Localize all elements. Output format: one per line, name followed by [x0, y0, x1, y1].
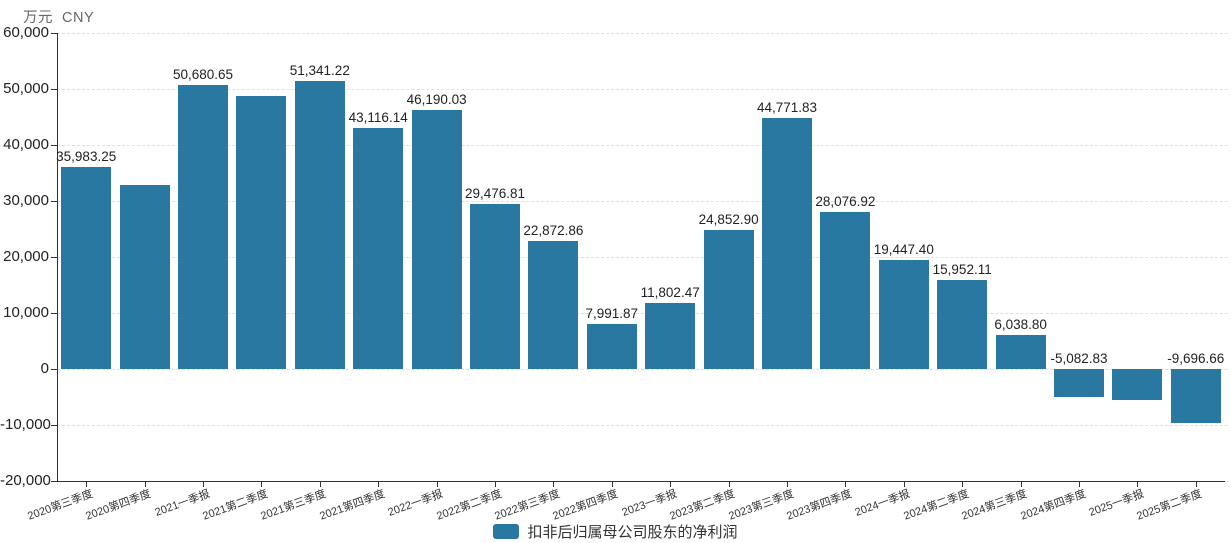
- bar-value-label: 22,872.86: [523, 222, 584, 238]
- y-axis-tick: [51, 144, 57, 146]
- x-axis-tick: [787, 481, 788, 487]
- bar-value-label: 24,852.90: [698, 211, 759, 227]
- bar-value-label: 43,116.14: [348, 109, 408, 125]
- x-axis-tick: [319, 481, 321, 487]
- bar[interactable]: [236, 96, 287, 369]
- y-axis-tick-label: 40,000: [3, 136, 49, 153]
- bar[interactable]: [586, 324, 637, 369]
- gridline: [57, 256, 1228, 258]
- bar[interactable]: [119, 185, 170, 369]
- x-axis-tick: [962, 481, 964, 487]
- gridline: [57, 88, 1228, 90]
- bar[interactable]: [1170, 369, 1221, 424]
- legend-label: 扣非后归属母公司股东的净利润: [527, 523, 738, 541]
- y-axis-tick-label: -10,000: [0, 416, 51, 433]
- y-axis-tick: [51, 424, 57, 426]
- y-axis-tick-label: -20,000: [0, 472, 51, 489]
- gridline: [57, 424, 1228, 426]
- x-axis-tick: [378, 481, 380, 487]
- x-axis-line: [57, 481, 1225, 482]
- x-axis-tick: [495, 481, 496, 487]
- bar-value-label: 28,076.92: [815, 193, 876, 209]
- bar[interactable]: [178, 85, 228, 369]
- y-axis-tick: [51, 32, 57, 34]
- bar[interactable]: [470, 203, 520, 369]
- bar[interactable]: [1054, 369, 1104, 398]
- x-axis-tick: [436, 481, 438, 487]
- y-axis-tick-label: 50,000: [3, 80, 49, 97]
- x-axis-tick: [261, 481, 263, 487]
- bar[interactable]: [820, 211, 871, 369]
- bar-value-label: 50,680.65: [172, 67, 234, 83]
- bar-value-label: 29,476.81: [464, 185, 526, 201]
- x-axis-tick: [1195, 481, 1197, 487]
- bar-value-label: 11,802.47: [640, 284, 700, 300]
- bar-value-label: -9,696.66: [1167, 351, 1225, 366]
- y-axis-tick: [51, 480, 57, 482]
- bar-value-label: 19,447.40: [873, 242, 934, 258]
- y-axis-line: [57, 33, 58, 482]
- legend-item[interactable]: 扣非后归属母公司股东的净利润: [0, 519, 1231, 543]
- x-axis-tick: [1137, 481, 1139, 487]
- x-axis-tick: [1020, 481, 1022, 487]
- bar-value-label: 44,771.83: [756, 100, 818, 116]
- bar-value-label: -5,082.83: [1050, 351, 1108, 366]
- bar[interactable]: [61, 167, 112, 369]
- y-axis-tick-label: 10,000: [3, 304, 49, 321]
- gridline: [57, 368, 1228, 370]
- y-axis-tick: [51, 256, 57, 258]
- bar-value-label: 7,991.87: [585, 306, 639, 322]
- y-axis-unit-label: 万元 CNY: [23, 10, 95, 26]
- x-axis-tick: [1079, 481, 1080, 487]
- y-axis-tick-label: 0: [40, 360, 49, 377]
- y-axis-tick-label: 30,000: [3, 192, 49, 209]
- x-axis-tick: [144, 481, 146, 487]
- gridline: [57, 200, 1228, 202]
- bar[interactable]: [762, 118, 812, 369]
- bar-value-label: 46,190.03: [406, 92, 467, 108]
- gridline: [57, 32, 1228, 34]
- bar[interactable]: [1112, 369, 1163, 401]
- y-axis-tick: [51, 200, 57, 202]
- bar[interactable]: [411, 110, 462, 369]
- bar[interactable]: [294, 81, 345, 369]
- y-axis-tick: [51, 88, 57, 90]
- x-axis-tick: [553, 481, 555, 487]
- bar[interactable]: [645, 302, 696, 369]
- bar[interactable]: [937, 279, 988, 369]
- y-axis-tick-label: 60,000: [3, 24, 49, 41]
- bar[interactable]: [353, 127, 404, 369]
- bar-value-label: 35,983.25: [56, 149, 117, 165]
- bar-value-label: 51,341.22: [289, 63, 350, 79]
- y-axis-tick-label: 20,000: [3, 248, 49, 265]
- bar[interactable]: [995, 335, 1046, 369]
- gridline: [57, 312, 1228, 314]
- x-axis-tick: [903, 481, 905, 487]
- bar-value-label: 15,952.11: [932, 261, 992, 277]
- x-axis-tick: [670, 481, 672, 487]
- x-axis-tick: [203, 481, 204, 487]
- y-axis-tick: [51, 312, 57, 314]
- gridline: [57, 144, 1228, 146]
- bar[interactable]: [878, 260, 929, 369]
- bar-value-label: 6,038.80: [994, 317, 1047, 333]
- x-axis-tick: [845, 481, 847, 487]
- x-axis-tick: [728, 481, 730, 487]
- bar[interactable]: [528, 240, 579, 369]
- x-axis-tick: [611, 481, 613, 487]
- x-axis-tick: [86, 481, 88, 487]
- y-axis-tick: [51, 368, 57, 370]
- bar[interactable]: [703, 229, 754, 369]
- legend-swatch-icon: [493, 523, 520, 539]
